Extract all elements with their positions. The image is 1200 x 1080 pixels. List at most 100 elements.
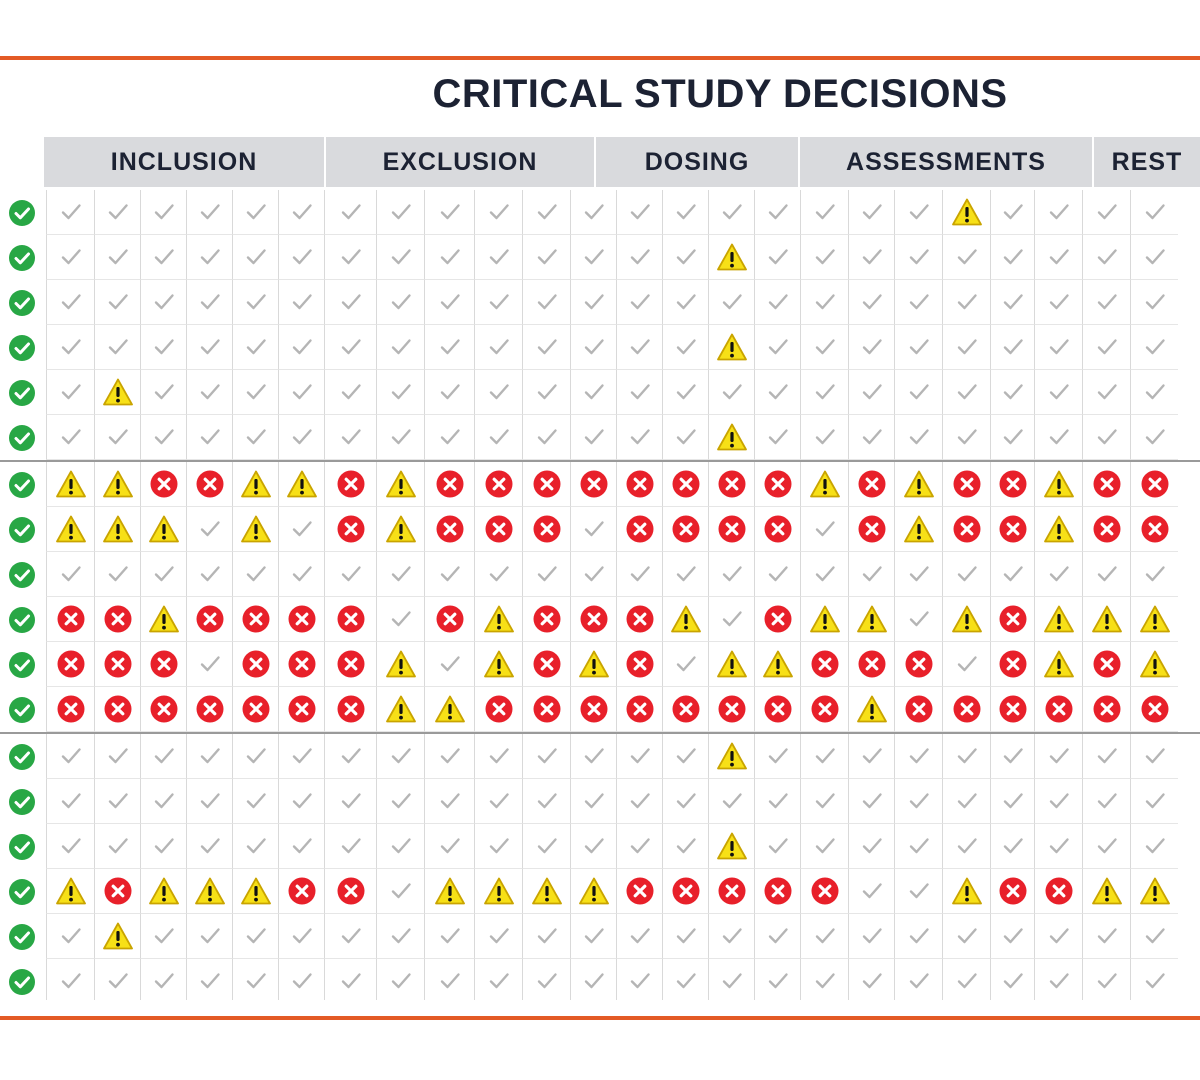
table-row <box>0 190 1200 235</box>
check-icon <box>1130 914 1178 959</box>
check-icon <box>894 869 942 914</box>
circle-x-icon <box>324 869 376 914</box>
check-icon <box>754 370 800 415</box>
check-icon <box>990 370 1034 415</box>
check-icon <box>140 824 186 869</box>
warning-triangle-icon <box>800 597 848 642</box>
check-icon <box>894 824 942 869</box>
row-status-circle-check-icon <box>0 597 44 642</box>
warning-triangle-icon <box>232 507 278 552</box>
circle-x-icon <box>570 597 616 642</box>
circle-x-icon <box>894 687 942 732</box>
column-group-headers: INCLUSION EXCLUSION DOSING ASSESSMENTS REST <box>44 137 1200 187</box>
check-icon <box>1130 552 1178 597</box>
check-icon <box>894 190 942 235</box>
check-icon <box>324 190 376 235</box>
check-icon <box>1130 280 1178 325</box>
circle-x-icon <box>232 597 278 642</box>
check-icon <box>186 914 232 959</box>
check-icon <box>1082 914 1130 959</box>
check-icon <box>800 415 848 460</box>
check-icon <box>1034 552 1082 597</box>
check-icon <box>140 734 186 779</box>
check-icon <box>140 779 186 824</box>
check-icon <box>662 190 708 235</box>
row-status-circle-check-icon <box>0 959 44 1000</box>
check-icon <box>474 415 522 460</box>
warning-triangle-icon <box>1034 507 1082 552</box>
circle-x-icon <box>848 642 894 687</box>
check-icon <box>1034 914 1082 959</box>
check-icon <box>1130 325 1178 370</box>
check-icon <box>324 280 376 325</box>
circle-x-icon <box>848 507 894 552</box>
check-icon <box>46 779 94 824</box>
circle-x-icon <box>1082 687 1130 732</box>
check-icon <box>278 190 324 235</box>
check-icon <box>1034 959 1082 1000</box>
check-icon <box>942 280 990 325</box>
circle-x-icon <box>232 687 278 732</box>
check-icon <box>1082 325 1130 370</box>
check-icon <box>186 734 232 779</box>
check-icon <box>800 959 848 1000</box>
check-icon <box>474 552 522 597</box>
warning-triangle-icon <box>94 507 140 552</box>
check-icon <box>474 235 522 280</box>
check-icon <box>94 959 140 1000</box>
circle-x-icon <box>662 869 708 914</box>
check-icon <box>232 824 278 869</box>
check-icon <box>186 824 232 869</box>
circle-x-icon <box>522 462 570 507</box>
check-icon <box>278 734 324 779</box>
circle-x-icon <box>616 687 662 732</box>
circle-x-icon <box>186 597 232 642</box>
warning-triangle-icon <box>522 869 570 914</box>
check-icon <box>570 552 616 597</box>
circle-x-icon <box>324 687 376 732</box>
check-icon <box>46 824 94 869</box>
circle-x-icon <box>1082 507 1130 552</box>
check-icon <box>424 734 474 779</box>
check-icon <box>94 235 140 280</box>
table-row <box>0 597 1200 642</box>
check-icon <box>140 552 186 597</box>
circle-x-icon <box>324 597 376 642</box>
check-icon <box>278 235 324 280</box>
check-icon <box>894 415 942 460</box>
check-icon <box>376 280 424 325</box>
row-status-circle-check-icon <box>0 370 44 415</box>
check-icon <box>1130 824 1178 869</box>
check-icon <box>800 325 848 370</box>
check-icon <box>990 190 1034 235</box>
circle-x-icon <box>522 687 570 732</box>
check-icon <box>754 415 800 460</box>
table-row <box>0 959 1200 1000</box>
column-group-header-exclusion: EXCLUSION <box>324 137 594 187</box>
check-icon <box>522 415 570 460</box>
check-icon <box>1130 415 1178 460</box>
check-icon <box>848 325 894 370</box>
check-icon <box>522 235 570 280</box>
check-icon <box>754 190 800 235</box>
table-row <box>0 280 1200 325</box>
check-icon <box>848 824 894 869</box>
warning-triangle-icon <box>708 642 754 687</box>
check-icon <box>424 824 474 869</box>
check-icon <box>990 914 1034 959</box>
check-icon <box>324 914 376 959</box>
check-icon <box>616 190 662 235</box>
circle-x-icon <box>424 462 474 507</box>
warning-triangle-icon <box>46 462 94 507</box>
check-icon <box>800 824 848 869</box>
warning-triangle-icon <box>474 642 522 687</box>
check-icon <box>800 507 848 552</box>
check-icon <box>232 914 278 959</box>
check-icon <box>424 642 474 687</box>
circle-x-icon <box>522 507 570 552</box>
check-icon <box>708 190 754 235</box>
circle-x-icon <box>800 687 848 732</box>
check-icon <box>46 959 94 1000</box>
check-icon <box>324 824 376 869</box>
check-icon <box>522 914 570 959</box>
